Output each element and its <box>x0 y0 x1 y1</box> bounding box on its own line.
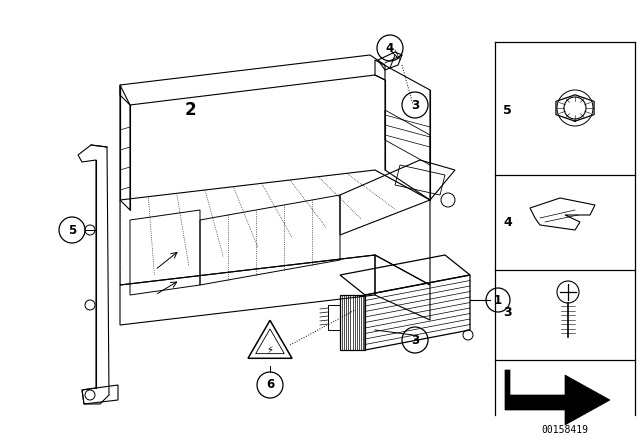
Text: 5: 5 <box>68 224 76 237</box>
Text: 6: 6 <box>266 379 274 392</box>
Text: 3: 3 <box>503 306 511 319</box>
Text: 00158419: 00158419 <box>541 425 589 435</box>
Text: 1: 1 <box>494 293 502 306</box>
Text: 4: 4 <box>386 42 394 55</box>
Text: 3: 3 <box>411 99 419 112</box>
Text: ⚡: ⚡ <box>267 345 273 355</box>
Text: 3: 3 <box>411 333 419 346</box>
Text: 4: 4 <box>503 215 512 228</box>
Text: 5: 5 <box>503 103 512 116</box>
Text: 2: 2 <box>184 101 196 119</box>
Polygon shape <box>505 370 610 425</box>
